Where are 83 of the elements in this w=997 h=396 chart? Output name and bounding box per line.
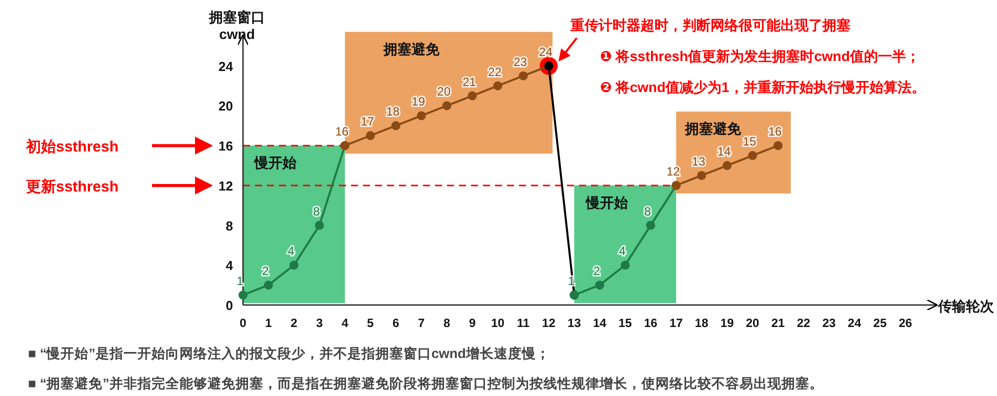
data-label: 19 [412,94,426,109]
point [518,71,528,80]
x-tick-label: 16 [644,316,658,330]
x-tick-label: 8 [443,316,450,330]
data-label: 21 [462,74,476,89]
data-label: 4 [618,244,626,258]
x-tick-label: 19 [720,316,734,330]
x-tick-label: 24 [848,316,862,330]
y-tick-label: 24 [218,58,234,74]
point [722,161,732,170]
data-label: 14 [717,144,732,159]
data-label: 15 [742,134,757,149]
data-label: 17 [360,114,374,129]
x-tick-label: 12 [542,316,556,330]
data-label: 2 [593,264,600,278]
point [595,280,604,290]
x-tick-label: 3 [316,316,324,330]
data-label: 23 [514,54,528,69]
x-tick-label: 20 [746,316,760,330]
x-tick-label: 5 [367,316,374,330]
x-tick-label: 26 [898,316,912,330]
ref-line-label: 更新ssthresh [26,177,119,196]
text: ■ “慢开始”是指一开始向网络注入的报文段少，并不是指拥塞窗口cwnd增长速度慢； [28,345,550,361]
y-tick-label: 12 [218,178,233,194]
band-label: 慢开始 [254,154,298,171]
data-label: 24 [539,44,553,59]
text: ■ “拥塞避免”并非指完全能够避免拥塞，而是指在拥塞避免阶段将拥塞窗口控制为按线性规律增长，使网络比较不容易出现拥塞。 [28,375,824,391]
x-tick-label: 14 [593,316,607,330]
point [620,260,630,270]
y-tick-label: 20 [218,98,233,114]
y-tick-label: 4 [226,258,234,274]
point [748,151,758,160]
point [468,91,477,100]
x-tick-label: 0 [240,316,247,330]
point [391,121,400,130]
x-tick-label: 21 [771,316,786,330]
y-tick-label: 0 [226,298,233,313]
point [289,260,298,270]
data-label: 13 [692,154,706,168]
y-tick-label: 8 [226,218,233,234]
point [493,81,502,90]
x-tick-label: 15 [618,316,632,330]
x-tick-label: 22 [796,316,811,330]
x-tick-label: 23 [822,316,836,330]
point [697,170,706,180]
x-tick-label: 2 [290,316,298,330]
x-tick-label: 18 [694,316,709,330]
data-label: 2 [262,264,270,278]
x-tick-label: 9 [468,316,476,330]
x-tick-label: 4 [342,316,349,330]
data-label: 20 [437,84,451,99]
point [442,101,452,110]
y-axis-title: 拥塞窗口 cwnd [208,9,265,42]
point [646,220,656,230]
point [314,220,324,230]
band-label: 拥塞避免 [382,40,440,57]
x-tick-label: 25 [873,316,887,330]
annotation: 重传计时器超时，判断网络很可能出现了拥塞 [570,17,851,33]
data-label: 8 [313,204,320,218]
band-label: 慢开始 [584,194,629,210]
band-label: 拥塞避免 [684,120,742,137]
data-label: 4 [288,244,295,258]
data-label: 22 [488,64,502,79]
x-tick-label: 6 [392,316,400,330]
x-tick-label: 1 [265,316,272,330]
ref-line-label: 初始ssthresh [25,138,119,156]
x-tick-label: 11 [516,316,530,330]
point [366,131,375,140]
annotation: ❷ 将cwnd值减少为1，并重新开始执行慢开始算法。 [600,79,926,95]
data-label: 18 [386,104,400,119]
x-tick-label: 7 [418,316,425,330]
x-tick-label: 17 [669,316,684,330]
x-tick-label: 10 [491,316,505,330]
point [774,141,783,150]
point [264,280,273,290]
y-tick-label: 16 [218,138,233,154]
point [416,111,426,120]
x-axis-title: 传输轮次 [937,298,995,314]
x-tick-label: 13 [568,316,582,330]
annotation: ❶ 将ssthresh值更新为发生拥塞时cwnd值的一半； [600,48,920,64]
point [238,290,248,300]
data-label: 8 [644,204,652,218]
data-label: 16 [768,124,782,139]
